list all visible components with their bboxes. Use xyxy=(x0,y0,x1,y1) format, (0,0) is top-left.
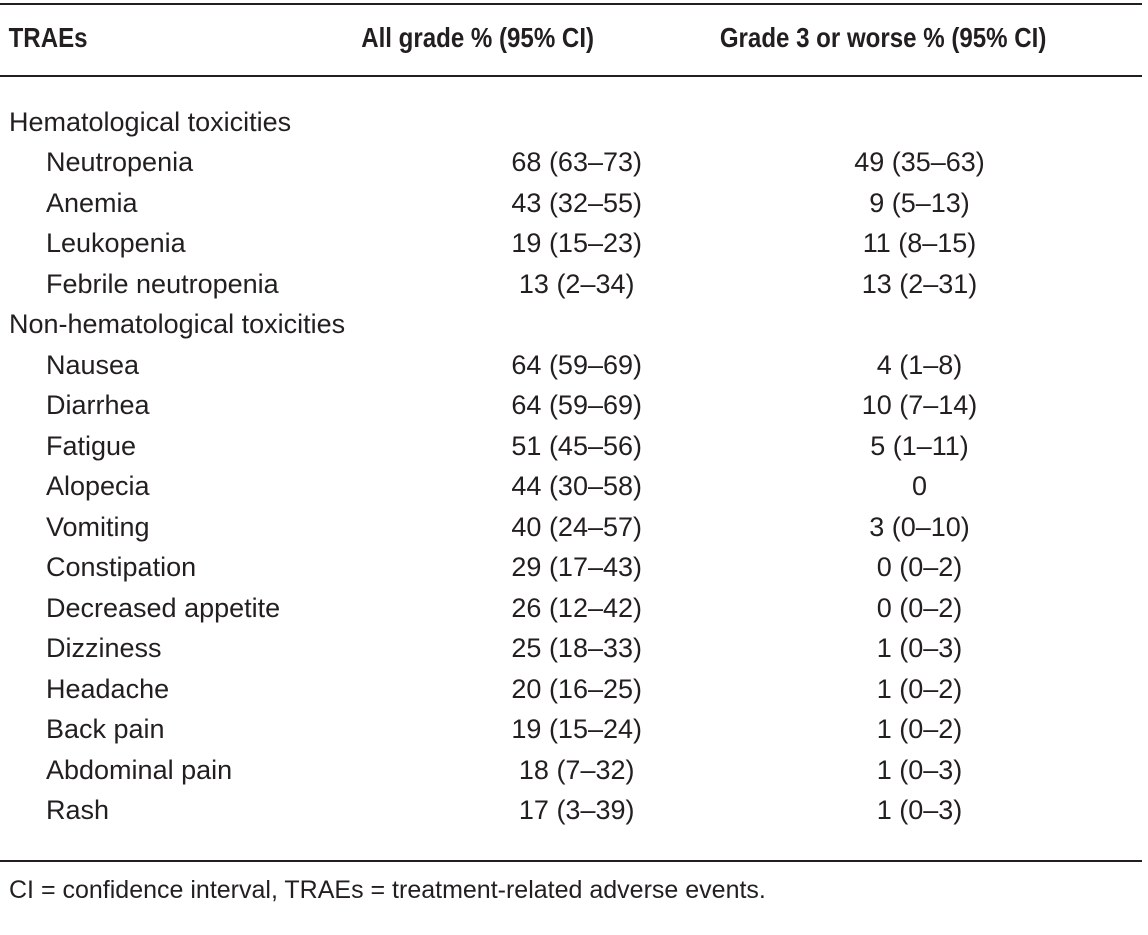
table-row: Neutropenia 68 (63–73) 49 (35–63) xyxy=(0,143,1142,184)
row-label: Constipation xyxy=(46,552,197,583)
all-grade-cell: 51 (45–56) xyxy=(511,430,643,461)
all-grade-cell: 44 (30–58) xyxy=(511,471,643,502)
all-grade-cell: 13 (2–34) xyxy=(518,268,635,299)
all-grade-cell: 18 (7–32) xyxy=(518,754,635,785)
grade3-cell: 1 (0–3) xyxy=(876,795,963,826)
all-grade-cell: 29 (17–43) xyxy=(511,552,643,583)
table-row: Fatigue 51 (45–56) 5 (1–11) xyxy=(0,426,1142,467)
row-label: Anemia xyxy=(46,187,138,218)
row-label: Neutropenia xyxy=(46,147,194,178)
table-row: Alopecia 44 (30–58) 0 xyxy=(0,467,1142,508)
table-top-rule xyxy=(0,3,1142,5)
table-group-row: Hematological toxicities xyxy=(0,102,1142,143)
all-grade-cell: 64 (59–69) xyxy=(511,349,643,380)
row-label: Fatigue xyxy=(46,430,137,461)
all-grade-cell: 25 (18–33) xyxy=(511,633,643,664)
row-label: Leukopenia xyxy=(46,228,186,259)
grade3-cell: 0 (0–2) xyxy=(876,592,963,623)
grade3-cell: 1 (0–3) xyxy=(876,754,963,785)
table-row: Anemia 43 (32–55) 9 (5–13) xyxy=(0,183,1142,224)
grade3-cell xyxy=(697,305,1142,346)
table-header: TRAEs All grade % (95% CI) Grade 3 or wo… xyxy=(0,22,1047,70)
header-grade3-or-worse: Grade 3 or worse % (95% CI) xyxy=(719,22,1047,53)
table-bottom-rule xyxy=(0,860,1142,862)
table-row: Diarrhea 64 (59–69) 10 (7–14) xyxy=(0,386,1142,427)
row-label: Back pain xyxy=(46,714,165,745)
row-label: Abdominal pain xyxy=(46,754,233,785)
all-grade-cell: 64 (59–69) xyxy=(511,390,643,421)
table-body: Hematological toxicities Neutropenia 68 (6… xyxy=(0,102,1142,831)
all-grade-cell: 19 (15–23) xyxy=(511,228,643,259)
all-grade-cell: 19 (15–24) xyxy=(511,714,643,745)
table-row: Febrile neutropenia 13 (2–34) 13 (2–31) xyxy=(0,264,1142,305)
grade3-cell: 11 (8–15) xyxy=(862,228,977,259)
all-grade-cell: 40 (24–57) xyxy=(511,511,643,542)
grade3-cell xyxy=(697,102,1142,143)
table-group-row: Non-hematological toxicities xyxy=(0,305,1142,346)
table-row: Abdominal pain 18 (7–32) 1 (0–3) xyxy=(0,750,1142,791)
table-header-rule xyxy=(0,75,1142,77)
row-label: Nausea xyxy=(46,349,140,380)
all-grade-cell: 43 (32–55) xyxy=(511,187,643,218)
all-grade-cell: 68 (63–73) xyxy=(511,147,643,178)
grade3-cell: 9 (5–13) xyxy=(869,187,970,218)
grade3-cell: 49 (35–63) xyxy=(854,147,985,178)
grade3-cell: 1 (0–2) xyxy=(876,714,963,745)
row-label: Diarrhea xyxy=(46,390,150,421)
all-grade-cell: 17 (3–39) xyxy=(518,795,635,826)
table-row: Decreased appetite 26 (12–42) 0 (0–2) xyxy=(0,588,1142,629)
grade3-cell: 0 xyxy=(911,471,927,502)
row-label: Decreased appetite xyxy=(46,592,281,623)
all-grade-cell xyxy=(456,305,697,346)
table-footnote: CI = confidence interval, TRAEs = treatm… xyxy=(9,876,766,904)
table-row: Nausea 64 (59–69) 4 (1–8) xyxy=(0,345,1142,386)
grade3-cell: 1 (0–2) xyxy=(876,673,963,704)
row-label: Headache xyxy=(46,673,170,704)
grade3-cell: 1 (0–3) xyxy=(876,633,963,664)
row-label: Non-hematological toxicities xyxy=(9,309,346,340)
table-row: Leukopenia 19 (15–23) 11 (8–15) xyxy=(0,224,1142,265)
table-row: Constipation 29 (17–43) 0 (0–2) xyxy=(0,548,1142,589)
header-traes: TRAEs xyxy=(8,22,88,53)
adverse-events-table: Hematological toxicities Neutropenia 68 (6… xyxy=(0,102,1142,831)
grade3-cell: 5 (1–11) xyxy=(870,430,969,461)
grade3-cell: 4 (1–8) xyxy=(876,349,963,380)
row-label: Hematological toxicities xyxy=(9,106,292,137)
row-label: Alopecia xyxy=(46,471,150,502)
grade3-cell: 13 (2–31) xyxy=(861,268,978,299)
all-grade-cell xyxy=(456,102,697,143)
table-row: Headache 20 (16–25) 1 (0–2) xyxy=(0,669,1142,710)
grade3-cell: 10 (7–14) xyxy=(861,390,978,421)
row-label: Rash xyxy=(46,795,110,826)
row-label: Vomiting xyxy=(46,511,150,542)
grade3-cell: 0 (0–2) xyxy=(876,552,963,583)
row-label: Dizziness xyxy=(46,633,162,664)
table-row: Rash 17 (3–39) 1 (0–3) xyxy=(0,791,1142,832)
all-grade-cell: 26 (12–42) xyxy=(511,592,643,623)
table-row: Back pain 19 (15–24) 1 (0–2) xyxy=(0,710,1142,751)
table-row: Dizziness 25 (18–33) 1 (0–3) xyxy=(0,629,1142,670)
table-row: Vomiting 40 (24–57) 3 (0–10) xyxy=(0,507,1142,548)
header-all-grade: All grade % (95% CI) xyxy=(361,22,595,53)
grade3-cell: 3 (0–10) xyxy=(869,511,970,542)
all-grade-cell: 20 (16–25) xyxy=(511,673,643,704)
row-label: Febrile neutropenia xyxy=(46,268,279,299)
